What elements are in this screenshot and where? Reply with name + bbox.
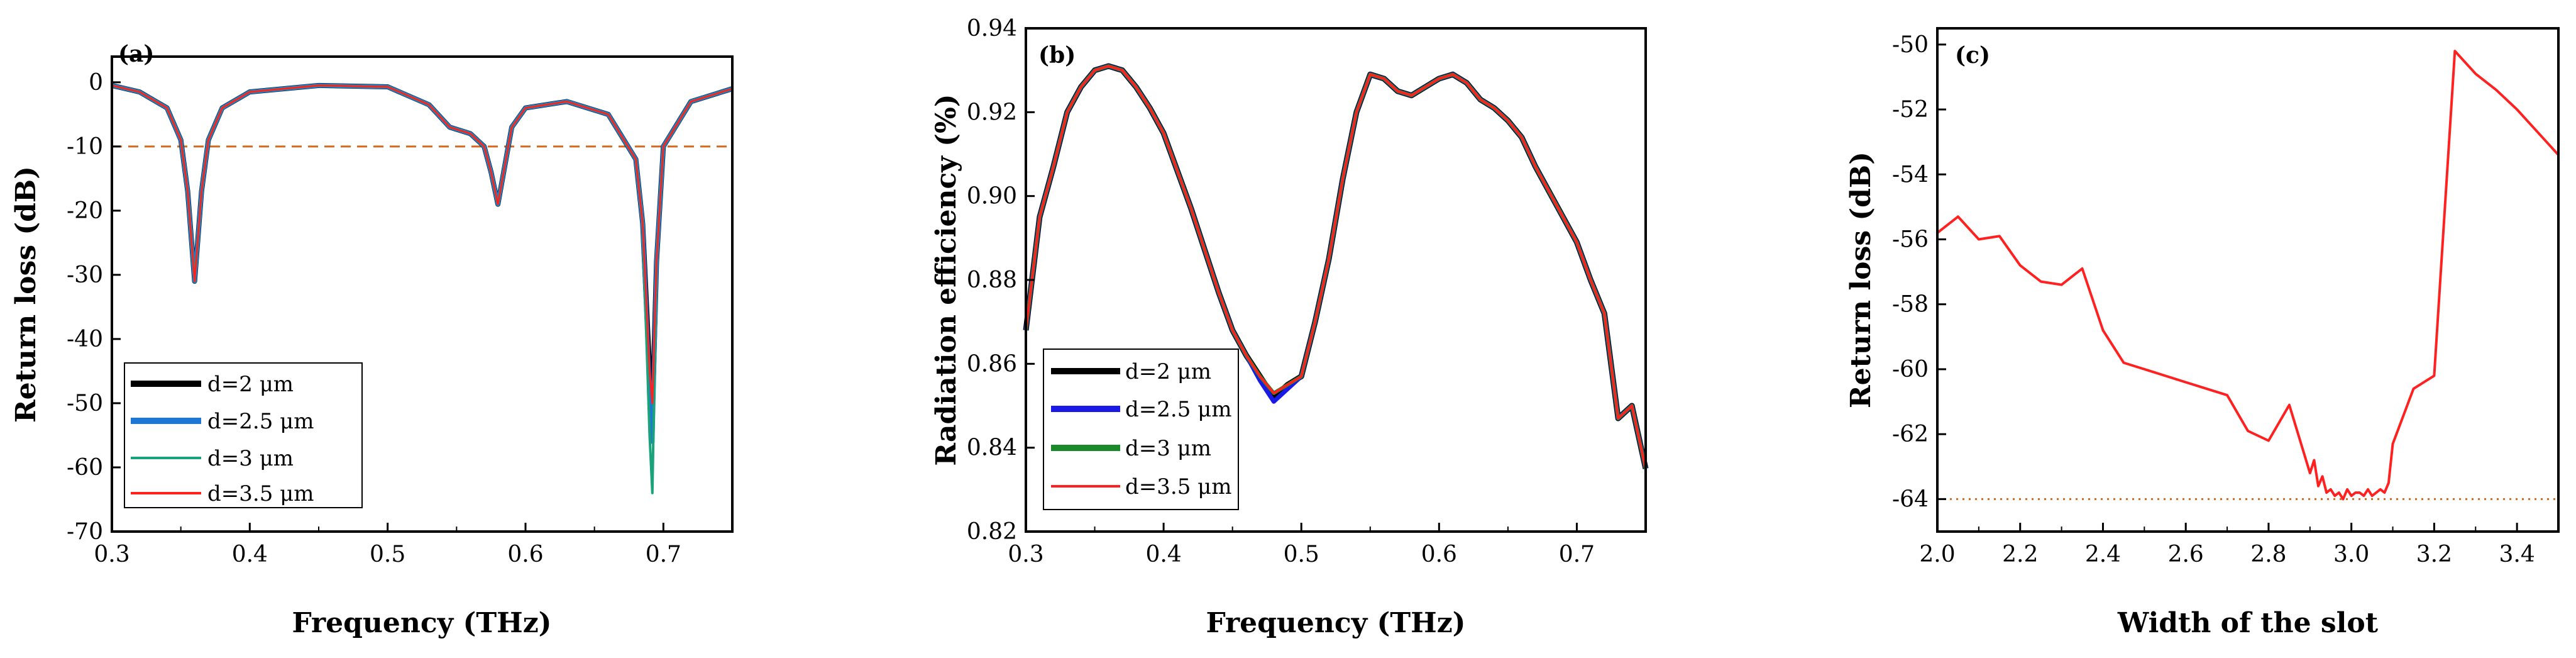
panel-c-tag: (c): [1955, 42, 1990, 69]
panel-b-series-line-3: [1025, 65, 1647, 469]
panel-a-tag: (a): [118, 41, 154, 67]
panel-a-legend: d=2 μm d=2.5 μm d=3 μm d=3.5 μm: [124, 362, 363, 508]
panel-a-x-tick-label-0: 0.3: [94, 542, 129, 567]
panel-c-y-tick-label-4: -58: [1892, 292, 1929, 318]
panel-b-legend-label-d2-5: d=2.5 μm: [1125, 397, 1231, 422]
panel-a-x-tick-label-2: 0.5: [370, 542, 405, 567]
panel-a-plot-frame: [111, 55, 734, 533]
panel-c-y-axis-label: Return loss (dB): [1845, 152, 1877, 408]
panel-c-x-tick-label-5: 3.0: [2333, 542, 2369, 567]
panel-c-y-tick-label-6: -62: [1892, 421, 1929, 447]
panel-a-y-tick-label-2: -20: [67, 198, 103, 224]
panel-c-x-axis-label: Width of the slot: [2117, 607, 2379, 639]
panel-b-y-tick-label-0: 0.82: [967, 519, 1017, 545]
panel-b-x-tick-label-1: 0.4: [1145, 542, 1181, 567]
panel-c-x-tick-label-0: 2.0: [1919, 542, 1955, 567]
panel-b-x-tick-label-0: 0.3: [1008, 542, 1043, 567]
panel-a-y-axis-label: Return loss (dB): [10, 166, 42, 423]
panel-b-x-tick-label-4: 0.7: [1559, 542, 1595, 567]
panel-a-x-tick-label-3: 0.6: [507, 542, 543, 567]
panel-c-y-tick-label-5: -60: [1892, 357, 1929, 382]
panel-a-legend-box: [124, 362, 363, 508]
panel-b-legend-label-d3-5: d=3.5 μm: [1125, 474, 1231, 499]
panel-a-legend-label-d2-5: d=2.5 μm: [207, 409, 314, 434]
panel-c-slot-width-chart: 2.0 2.2 2.4 2.6 2.8 3.0 3.2 3.4 -50 -52 -54 -56 -58…: [1845, 27, 2560, 639]
panel-b-y-tick-label-5: 0.92: [967, 99, 1017, 125]
panel-b-plot-frame: [1025, 27, 1647, 533]
panel-a-y-tick-label-5: -50: [67, 391, 103, 416]
panel-a-series-line-3: [111, 84, 733, 404]
panel-c-x-tick-label-4: 2.8: [2250, 542, 2286, 567]
panel-b-x-tick-label-3: 0.6: [1421, 542, 1457, 567]
panel-c-y-tick-label-2: -54: [1892, 162, 1929, 187]
panel-b-y-tick-label-4: 0.90: [967, 184, 1017, 209]
panel-a-y-tick-label-0: 0: [89, 70, 103, 96]
panel-c-series-line-0: [1936, 50, 2560, 501]
panel-b-y-tick-label-2: 0.86: [967, 351, 1017, 377]
panel-b-legend: d=2 μm d=2.5 μm d=3 μm d=3.5 μm: [1043, 349, 1239, 510]
panel-a-legend-label-d3: d=3 μm: [207, 446, 294, 471]
panel-a-x-tick-label-4: 0.7: [646, 542, 681, 567]
panel-b-radiation-efficiency-chart: 0.3 0.4 0.5 0.6 0.7 0.82 0.84 0.86 0.88 0.90 0.92…: [930, 16, 1649, 639]
panel-a-return-loss-chart: 0.3 0.4 0.5 0.6 0.7 0 -10 -20 -30 -40 -50 -60 -70 (…: [10, 41, 734, 639]
panel-c-x-tick-label-7: 3.4: [2499, 542, 2535, 567]
panel-b-y-tick-label-1: 0.84: [967, 435, 1017, 461]
panel-a-legend-label-d2: d=2 μm: [207, 372, 294, 397]
panel-c-x-tick-label-3: 2.6: [2168, 542, 2204, 567]
panel-b-y-tick-label-6: 0.94: [967, 16, 1017, 42]
panel-c-y-tick-label-0: -50: [1892, 32, 1929, 58]
panel-c-y-tick-label-1: -52: [1892, 97, 1929, 123]
panel-c-y-tick-label-3: -56: [1892, 226, 1929, 252]
panel-a-legend-label-d3-5: d=3.5 μm: [207, 481, 314, 506]
panel-b-y-tick-label-3: 0.88: [967, 267, 1017, 293]
panel-a-y-tick-label-1: -10: [67, 134, 103, 160]
panel-a-y-tick-label-4: -40: [67, 326, 103, 352]
panel-a-y-tick-label-7: -70: [67, 519, 103, 545]
panel-c-y-tick-label-7: -64: [1892, 486, 1929, 512]
panel-c-x-tick-label-6: 3.2: [2416, 542, 2452, 567]
panel-a-x-tick-label-1: 0.4: [232, 542, 268, 567]
panel-c-plot-frame: [1936, 27, 2560, 533]
panel-b-tag: (b): [1038, 42, 1076, 69]
panel-b-legend-box: [1043, 349, 1239, 510]
panel-b-y-axis-label: Radiation efficiency (%): [930, 94, 962, 466]
panel-a-y-tick-label-6: -60: [67, 455, 103, 481]
panel-b-x-axis-label: Frequency (THz): [1206, 607, 1466, 639]
panel-c-x-tick-label-2: 2.4: [2085, 542, 2121, 567]
panel-b-x-tick-label-2: 0.5: [1284, 542, 1319, 567]
panel-b-legend-label-d3: d=3 μm: [1125, 436, 1211, 461]
panel-b-legend-label-d2: d=2 μm: [1125, 359, 1211, 384]
panel-a-x-axis-label: Frequency (THz): [292, 607, 552, 639]
panel-a-y-tick-label-3: -30: [67, 262, 103, 288]
panel-c-x-tick-label-1: 2.2: [2002, 542, 2038, 567]
